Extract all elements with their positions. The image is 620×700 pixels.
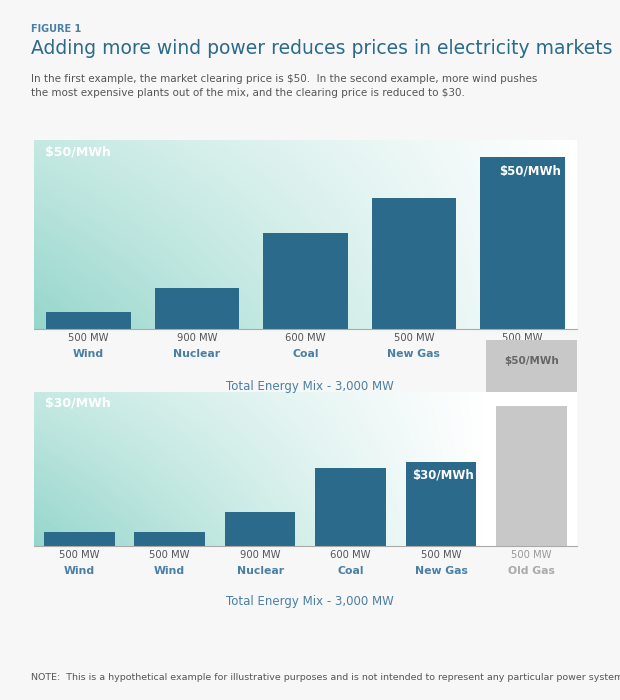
Text: 500 MW: 500 MW [502,333,542,343]
Text: Total Energy Mix - 3,000 MW: Total Energy Mix - 3,000 MW [226,380,394,393]
Text: Old Gas: Old Gas [508,566,555,576]
Text: New Gas: New Gas [388,349,440,359]
Bar [316,468,386,546]
Bar [46,312,131,329]
Text: 500 MW: 500 MW [68,333,108,343]
Text: Nuclear: Nuclear [173,349,221,359]
Bar [44,532,115,546]
Bar [480,158,565,329]
Text: 500 MW: 500 MW [394,333,434,343]
Text: Coal: Coal [337,566,364,576]
Text: 900 MW: 900 MW [177,333,217,343]
Text: 500 MW: 500 MW [149,550,190,560]
Text: Old Gas: Old Gas [499,349,546,359]
Text: 500 MW: 500 MW [511,550,552,560]
Text: 600 MW: 600 MW [285,333,326,343]
Text: FIGURE 1: FIGURE 1 [31,25,81,34]
Text: 500 MW: 500 MW [59,550,100,560]
Text: Wind: Wind [64,566,95,576]
Text: In the first example, the market clearing price is $50.  In the second example, : In the first example, the market clearin… [31,74,538,97]
Bar [371,198,456,329]
Text: New Gas: New Gas [415,566,467,576]
Bar [405,462,476,546]
Text: 500 MW: 500 MW [421,550,461,560]
Text: Wind: Wind [154,566,185,576]
Text: Adding more wind power reduces prices in electricity markets: Adding more wind power reduces prices in… [31,38,613,57]
Bar [225,512,295,546]
Text: $30/MWh: $30/MWh [412,468,474,481]
Text: 600 MW: 600 MW [330,550,371,560]
Text: Nuclear: Nuclear [237,566,284,576]
Text: NOTE:  This is a hypothetical example for illustrative purposes and is not inten: NOTE: This is a hypothetical example for… [31,673,620,682]
Text: Total Energy Mix - 3,000 MW: Total Energy Mix - 3,000 MW [226,595,394,608]
Bar [154,288,239,329]
Bar [263,233,348,329]
Text: $50/MWh: $50/MWh [500,164,562,178]
Bar [496,406,567,546]
Text: $50/MWh: $50/MWh [45,146,111,159]
Text: 900 MW: 900 MW [240,550,280,560]
Bar [135,532,205,546]
Text: $30/MWh: $30/MWh [45,397,111,410]
Text: Wind: Wind [73,349,104,359]
Text: $50/MWh: $50/MWh [504,356,559,365]
Text: Coal: Coal [292,349,319,359]
